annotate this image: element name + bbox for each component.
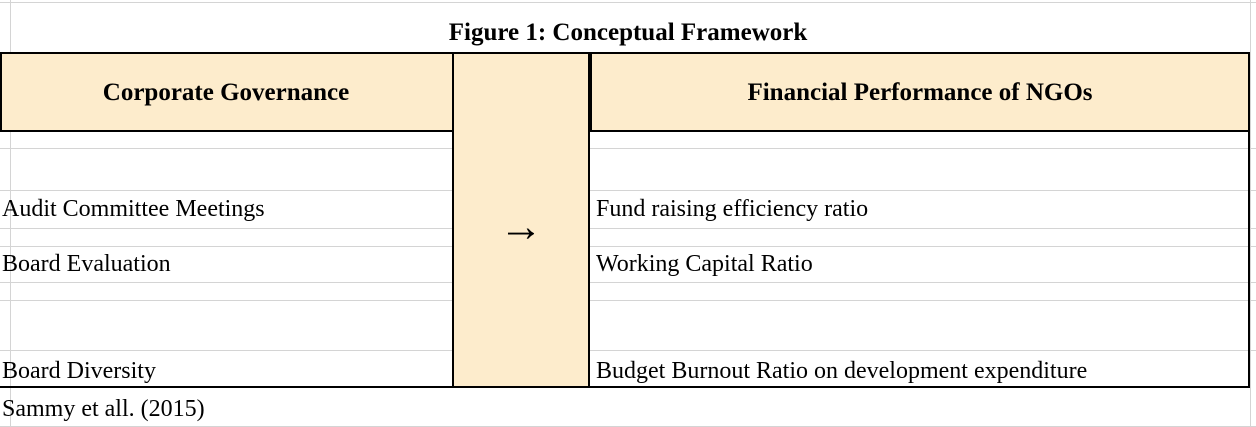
grid-line (0, 228, 1256, 229)
cell-text: Fund raising efficiency ratio (596, 196, 869, 222)
source-note: Sammy et all. (2015) (2, 396, 205, 422)
cell-text: Audit Committee Meetings (2, 196, 265, 222)
grid-line (10, 0, 11, 426)
arrow: → (499, 202, 543, 251)
cell-text: Working Capital Ratio (596, 251, 813, 277)
header-cell (0, 52, 452, 132)
header-cell (590, 52, 1250, 132)
connector-column (452, 52, 590, 388)
body-frame (0, 130, 1250, 388)
grid-line (0, 300, 1256, 301)
grid-line (0, 190, 1256, 191)
header-text: Corporate Governance (102, 79, 350, 106)
header-text: Financial Performance of NGOs (747, 79, 1093, 106)
grid-line (0, 350, 1256, 351)
figure-title: Figure 1: Conceptual Framework (448, 19, 808, 46)
cell-text: Board Diversity (2, 358, 156, 384)
cell-text: Budget Burnout Ratio on development expe… (596, 358, 1088, 384)
grid-line (0, 148, 1256, 149)
grid-line (0, 246, 1256, 247)
cell-text: Board Evaluation (2, 251, 171, 277)
grid-line (0, 282, 1256, 283)
grid-line (0, 2, 1256, 3)
grid-line (1250, 0, 1251, 426)
